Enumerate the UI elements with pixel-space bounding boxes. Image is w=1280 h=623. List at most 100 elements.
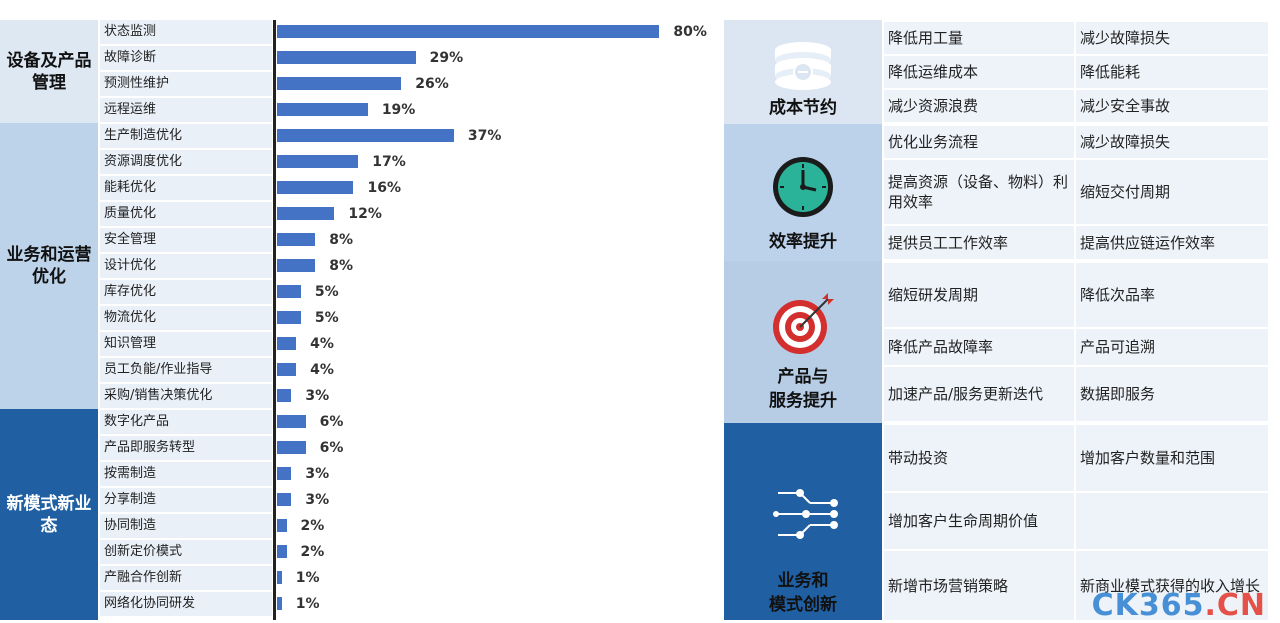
chart-row-label: 资源调度优化 (100, 150, 272, 174)
chart-bar-value-label: 3% (305, 466, 330, 482)
chart-bar-value-label: 3% (305, 388, 330, 404)
benefit-cell: 减少资源浪费 (884, 90, 1074, 122)
chart-bar (277, 103, 368, 116)
chart-bar (277, 181, 354, 194)
chart-bar (277, 571, 282, 584)
benefits-table: 成本节约 效率提升 (724, 20, 1270, 620)
chart-bar (277, 493, 292, 506)
watermark-part1: CK365 (1091, 588, 1205, 623)
benefit-cell (1076, 493, 1268, 549)
chart-bar (277, 77, 402, 90)
group-title-line: 成本节约 (769, 98, 837, 118)
chart-bar-value-label: 6% (319, 414, 344, 430)
chart-row-label: 创新定价模式 (100, 540, 272, 564)
benefit-cell: 新商业模式获得的收入增长 (1076, 551, 1268, 620)
chart-bar (277, 545, 287, 558)
chart-axis-line (273, 20, 276, 620)
chart-bar-value-label: 6% (319, 440, 344, 456)
chart-bar-value-label: 4% (310, 362, 334, 378)
chart-row-label: 安全管理 (100, 228, 272, 252)
chart-bar (277, 51, 416, 64)
benefit-cell: 产品可追溯 (1076, 329, 1268, 365)
usage-bar-chart: 设备及产品管理 业务和运营优化 新模式新业态 状态监测 80% 故障诊断 29% 预测性… (0, 20, 718, 620)
chart-bar (277, 25, 660, 38)
chart-bar-value-label: 19% (381, 102, 416, 118)
benefit-cell: 降低用工量 (884, 22, 1074, 54)
chart-bar (277, 597, 282, 610)
chart-bar-value-label: 12% (348, 206, 382, 222)
chart-row-label: 设计优化 (100, 254, 272, 278)
chart-row-label: 远程运维 (100, 98, 272, 122)
chart-bar-value-label: 37% (467, 128, 502, 144)
group-title-line: 业务和 (777, 571, 829, 591)
chart-row-label: 产融合作创新 (100, 566, 272, 590)
chart-bar (277, 337, 297, 350)
group-efficiency: 效率提升 (724, 124, 882, 261)
chart-row-label: 产品即服务转型 (100, 436, 272, 460)
chart-row-label: 员工负能/作业指导 (100, 358, 272, 382)
group-title-line: 服务提升 (769, 391, 837, 411)
chart-bar (277, 389, 292, 402)
chart-row-label: 库存优化 (100, 280, 272, 304)
chart-row-label: 知识管理 (100, 332, 272, 356)
benefit-cell: 降低次品率 (1076, 263, 1268, 327)
benefit-cell: 降低能耗 (1076, 56, 1268, 88)
chart-bar-value-label: 2% (300, 518, 325, 534)
benefit-cell: 优化业务流程 (884, 126, 1074, 158)
chart-bar (277, 311, 301, 324)
chart-row-label: 预测性维护 (100, 72, 272, 96)
chart-row-label: 状态监测 (100, 20, 272, 44)
chart-row-label: 物流优化 (100, 306, 272, 330)
target-icon (770, 289, 836, 355)
chart-bar-value-label: 8% (329, 232, 354, 248)
category-business-operation-optimization: 业务和运营优化 (0, 123, 98, 409)
category-new-model-new-business: 新模式新业态 (0, 409, 98, 620)
chart-bar (277, 441, 306, 454)
chart-row-label: 协同制造 (100, 514, 272, 538)
chart-bar-value-label: 1% (295, 570, 320, 586)
benefit-cell: 缩短研发周期 (884, 263, 1074, 327)
chart-bar (277, 285, 301, 298)
chart-bar-value-label: 5% (314, 284, 339, 300)
chart-bar (277, 129, 454, 142)
chart-row-label: 按需制造 (100, 462, 272, 486)
chart-bar (277, 519, 287, 532)
clock-icon (770, 154, 836, 220)
chart-bar (277, 415, 306, 428)
chart-row-label: 能耗优化 (100, 176, 272, 200)
chart-bar (277, 363, 297, 376)
chart-bar-value-label: 3% (305, 492, 330, 508)
chart-bar-value-label: 80% (673, 24, 707, 40)
group-business-innovation: 业务和 模式创新 (724, 423, 882, 620)
group-cost-saving: 成本节约 (724, 20, 882, 124)
site-watermark: CK365.CN (1092, 588, 1266, 623)
circuit-network-icon (770, 481, 838, 547)
chart-bar-value-label: 16% (367, 180, 401, 196)
chart-bar-value-label: 26% (415, 76, 449, 92)
group-title-line: 效率提升 (769, 232, 837, 252)
group-product-service: 产品与 服务提升 (724, 261, 882, 423)
benefit-cell: 降低产品故障率 (884, 329, 1074, 365)
benefit-cell: 减少故障损失 (1076, 126, 1268, 158)
benefit-cell: 增加客户数量和范围 (1076, 425, 1268, 491)
category-device-product-management: 设备及产品管理 (0, 20, 98, 123)
group-title-line: 模式创新 (769, 595, 837, 615)
chart-bar-value-label: 2% (300, 544, 325, 560)
benefit-cell: 加速产品/服务更新迭代 (884, 367, 1074, 421)
chart-bar-value-label: 5% (314, 310, 339, 326)
chart-bar-value-label: 1% (295, 596, 320, 612)
chart-bar-value-label: 4% (310, 336, 334, 352)
benefit-cell: 减少安全事故 (1076, 90, 1268, 122)
benefit-cell: 新增市场营销策略 (884, 551, 1074, 620)
chart-row-label: 分享制造 (100, 488, 272, 512)
group-title-line: 产品与 (777, 367, 829, 387)
chart-bar-value-label: 29% (429, 50, 464, 66)
chart-bar (277, 467, 292, 480)
benefit-cell: 提供员工工作效率 (884, 226, 1074, 259)
benefit-cell: 降低运维成本 (884, 56, 1074, 88)
chart-row-label: 网络化协同研发 (100, 592, 272, 616)
chart-row-label: 采购/销售决策优化 (100, 384, 272, 408)
database-coins-icon (770, 36, 836, 102)
chart-bar (277, 207, 335, 220)
chart-bar-value-label: 8% (329, 258, 354, 274)
